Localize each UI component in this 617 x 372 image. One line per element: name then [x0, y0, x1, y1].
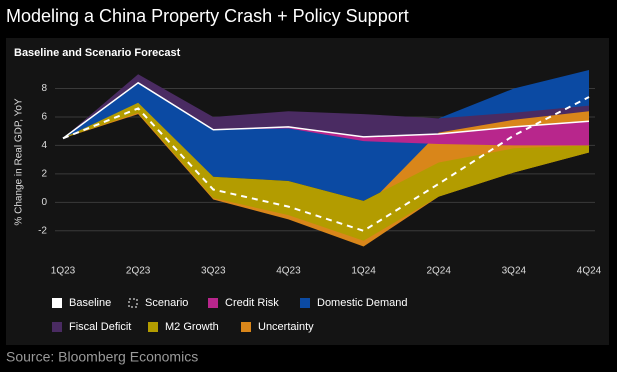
y-tick-label: 8: [41, 83, 47, 94]
x-tick-label: 2Q24: [426, 266, 451, 277]
legend-label: Scenario: [145, 297, 188, 309]
y-tick-label: 6: [41, 112, 47, 123]
y-tick-label: -2: [38, 225, 47, 236]
legend-label: Domestic Demand: [317, 297, 407, 309]
legend-label: Credit Risk: [225, 297, 279, 309]
y-tick-label: 0: [41, 197, 47, 208]
legend-label: Fiscal Deficit: [69, 321, 131, 333]
legend-swatch: [52, 322, 62, 332]
legend-swatch: [241, 322, 251, 332]
band: [63, 82, 589, 146]
source: Source: Bloomberg Economics: [6, 349, 198, 365]
chart-title: Baseline and Scenario Forecast: [14, 47, 181, 59]
x-tick-label: 4Q23: [276, 266, 301, 277]
legend-swatch: [208, 298, 218, 308]
legend-swatch: [300, 298, 310, 308]
legend-swatch: [52, 298, 62, 308]
band: [63, 70, 589, 201]
legend-swatch: [128, 298, 138, 308]
scenario-line: [62, 96, 590, 232]
x-tick-label: 3Q23: [201, 266, 226, 277]
band: [63, 74, 589, 139]
x-tick-label: 1Q24: [351, 266, 376, 277]
baseline-line: [62, 81, 590, 139]
legend-label: Uncertainty: [258, 321, 314, 333]
y-tick-label: 2: [41, 169, 47, 180]
x-tick-label: 1Q23: [51, 266, 76, 277]
legend-label: Baseline: [69, 297, 111, 309]
page-title: Modeling a China Property Crash + Policy…: [6, 6, 409, 26]
x-tick-label: 3Q24: [502, 266, 527, 277]
legend-label: M2 Growth: [165, 321, 219, 333]
y-tick-label: 4: [41, 140, 47, 151]
x-tick-label: 4Q24: [577, 266, 602, 277]
legend-swatch: [148, 322, 158, 332]
y-axis-label: % Change in Real GDP, YoY: [14, 98, 25, 225]
x-tick-label: 2Q23: [126, 266, 151, 277]
